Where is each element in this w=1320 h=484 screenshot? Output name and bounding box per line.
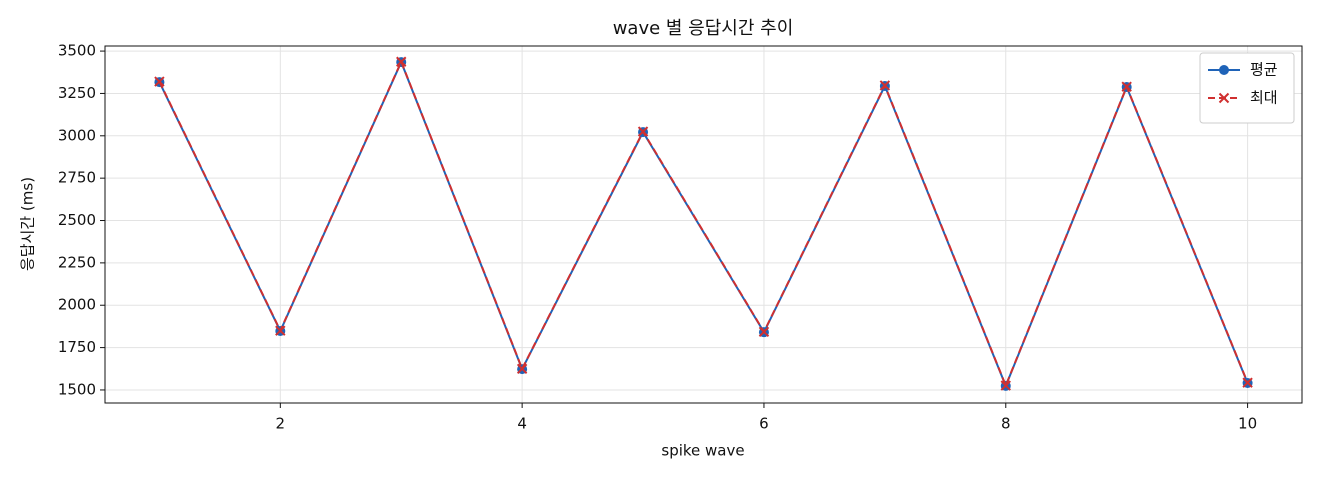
point-marker: [637, 126, 649, 137]
series-line: [158, 59, 1249, 389]
legend-frame: [1199, 52, 1295, 124]
x-tick-label: 4: [517, 415, 527, 433]
point-marker: [275, 325, 286, 336]
point-marker: [154, 76, 165, 87]
x-tick-label: 10: [1238, 415, 1257, 433]
x-tick-label: 2: [276, 415, 286, 433]
legend-marker: [1219, 65, 1229, 75]
x-tick-label: 8: [1001, 415, 1011, 433]
point-marker: [1242, 377, 1253, 388]
y-tick-label: 2750: [58, 169, 96, 187]
y-tick-label: 1750: [58, 338, 96, 356]
y-tick-label: 1500: [58, 380, 96, 398]
chart-title: wave 별 응답시간 추이: [613, 18, 794, 39]
y-tick-label: 3000: [58, 126, 96, 144]
point-marker: [758, 326, 770, 338]
point-marker: [1000, 380, 1011, 391]
y-tick-label: 2000: [58, 296, 96, 314]
y-tick-label: 2500: [58, 211, 96, 229]
point-marker: [516, 363, 528, 374]
point-marker: [879, 80, 891, 91]
plot-frame: [104, 45, 1303, 404]
y-tick-label: 3500: [58, 42, 96, 60]
point-marker: [396, 56, 407, 67]
point-marker: [1121, 81, 1132, 92]
x-tick-label: 6: [759, 415, 769, 433]
x-axis-label: spike wave: [661, 442, 744, 460]
y-tick-label: 3250: [58, 84, 96, 102]
series-line: [158, 59, 1249, 389]
y-tick-label: 2250: [58, 253, 96, 271]
legend-label: 최대: [1250, 89, 1278, 107]
legend-label: 평균: [1250, 61, 1278, 79]
y-axis-label: 응답시간 (ms): [19, 177, 37, 271]
legend-marker: [1218, 92, 1230, 104]
